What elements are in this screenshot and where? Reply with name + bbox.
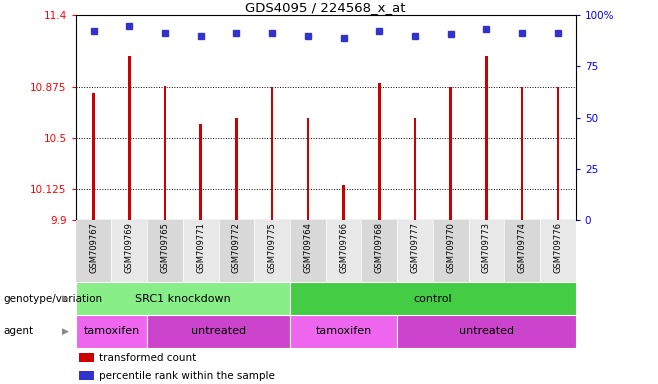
Text: GSM709769: GSM709769 — [125, 222, 134, 273]
Text: genotype/variation: genotype/variation — [3, 293, 103, 303]
Bar — [147, 315, 290, 348]
Bar — [183, 220, 218, 282]
Bar — [449, 87, 452, 220]
Bar — [111, 220, 147, 282]
Bar — [235, 118, 238, 220]
Text: GSM709773: GSM709773 — [482, 222, 491, 273]
Bar — [218, 220, 254, 282]
Bar — [76, 315, 147, 348]
Text: tamoxifen: tamoxifen — [84, 326, 139, 336]
Text: GSM709766: GSM709766 — [339, 222, 348, 273]
Bar — [290, 315, 397, 348]
Bar — [468, 220, 504, 282]
Bar — [326, 220, 361, 282]
Bar — [307, 118, 309, 220]
Text: agent: agent — [3, 326, 34, 336]
Bar — [254, 220, 290, 282]
Text: untreated: untreated — [459, 326, 514, 336]
Bar — [271, 87, 273, 220]
Bar — [557, 87, 559, 220]
Bar — [79, 353, 93, 362]
Bar — [433, 220, 468, 282]
Text: GSM709776: GSM709776 — [553, 222, 563, 273]
Bar — [92, 93, 95, 220]
Text: GSM709768: GSM709768 — [375, 222, 384, 273]
Text: GSM709770: GSM709770 — [446, 222, 455, 273]
Bar — [290, 282, 576, 315]
Bar — [290, 220, 326, 282]
Bar — [397, 315, 576, 348]
Bar — [199, 124, 202, 220]
Text: percentile rank within the sample: percentile rank within the sample — [99, 371, 275, 381]
Bar — [504, 220, 540, 282]
Bar — [76, 282, 290, 315]
Bar — [342, 185, 345, 220]
Bar — [79, 371, 93, 381]
Text: GSM709764: GSM709764 — [303, 222, 313, 273]
Text: GSM709767: GSM709767 — [89, 222, 98, 273]
Bar — [485, 56, 488, 220]
Text: SRC1 knockdown: SRC1 knockdown — [135, 293, 231, 303]
Text: untreated: untreated — [191, 326, 246, 336]
Text: control: control — [414, 293, 452, 303]
Text: ▶: ▶ — [63, 294, 69, 303]
Text: tamoxifen: tamoxifen — [315, 326, 372, 336]
Text: GSM709765: GSM709765 — [161, 222, 170, 273]
Bar — [521, 87, 523, 220]
Text: transformed count: transformed count — [99, 353, 196, 363]
Text: GSM709777: GSM709777 — [411, 222, 420, 273]
Text: GSM709771: GSM709771 — [196, 222, 205, 273]
Bar — [164, 86, 166, 220]
Bar — [147, 220, 183, 282]
Text: GSM709774: GSM709774 — [518, 222, 526, 273]
Text: GSM709772: GSM709772 — [232, 222, 241, 273]
Bar — [76, 220, 111, 282]
Title: GDS4095 / 224568_x_at: GDS4095 / 224568_x_at — [245, 1, 406, 14]
Bar — [361, 220, 397, 282]
Bar — [378, 83, 380, 220]
Bar — [414, 118, 417, 220]
Bar — [397, 220, 433, 282]
Bar — [540, 220, 576, 282]
Text: GSM709775: GSM709775 — [268, 222, 276, 273]
Bar — [128, 56, 130, 220]
Text: ▶: ▶ — [63, 327, 69, 336]
